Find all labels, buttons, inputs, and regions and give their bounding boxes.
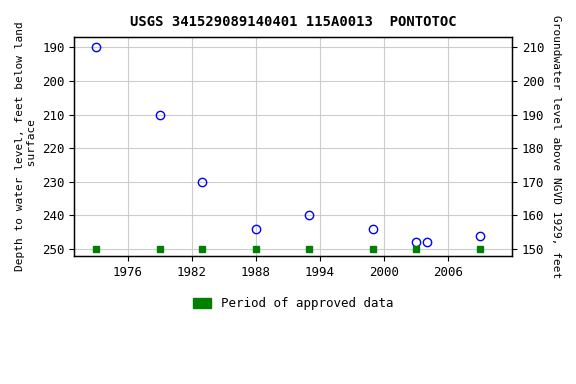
Legend: Period of approved data: Period of approved data: [188, 292, 399, 315]
Y-axis label: Depth to water level, feet below land
 surface: Depth to water level, feet below land su…: [15, 22, 37, 271]
Y-axis label: Groundwater level above NGVD 1929, feet: Groundwater level above NGVD 1929, feet: [551, 15, 561, 278]
Title: USGS 341529089140401 115A0013  PONTOTOC: USGS 341529089140401 115A0013 PONTOTOC: [130, 15, 457, 29]
